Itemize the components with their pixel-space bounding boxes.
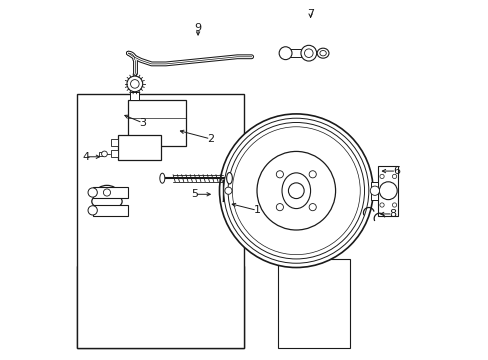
Circle shape bbox=[232, 127, 360, 255]
Ellipse shape bbox=[226, 172, 232, 184]
Text: 3: 3 bbox=[139, 118, 146, 128]
Circle shape bbox=[276, 203, 283, 211]
Bar bbox=[111, 139, 118, 146]
Circle shape bbox=[300, 45, 316, 61]
Circle shape bbox=[379, 182, 396, 200]
Bar bbox=[128, 100, 185, 146]
Text: 2: 2 bbox=[206, 134, 214, 144]
Circle shape bbox=[276, 171, 283, 178]
Text: 1: 1 bbox=[253, 205, 260, 215]
Circle shape bbox=[88, 206, 97, 215]
Ellipse shape bbox=[317, 48, 328, 58]
Text: 4: 4 bbox=[82, 152, 89, 162]
Circle shape bbox=[391, 174, 396, 179]
Bar bbox=[118, 135, 160, 160]
Bar bbox=[370, 182, 378, 200]
Circle shape bbox=[219, 114, 372, 267]
Circle shape bbox=[379, 174, 384, 179]
Ellipse shape bbox=[96, 185, 118, 200]
Ellipse shape bbox=[319, 50, 325, 56]
Bar bbox=[77, 266, 244, 348]
Circle shape bbox=[224, 187, 231, 194]
Bar bbox=[93, 187, 128, 198]
Circle shape bbox=[279, 47, 291, 60]
Circle shape bbox=[227, 122, 364, 259]
Circle shape bbox=[379, 203, 384, 207]
Ellipse shape bbox=[282, 173, 310, 208]
Circle shape bbox=[288, 183, 304, 199]
Bar bbox=[378, 166, 397, 216]
Circle shape bbox=[127, 76, 142, 92]
Ellipse shape bbox=[160, 173, 164, 183]
Bar bbox=[93, 205, 128, 216]
Text: 8: 8 bbox=[388, 209, 395, 219]
Bar bbox=[278, 258, 349, 348]
Circle shape bbox=[224, 118, 368, 263]
Circle shape bbox=[308, 203, 316, 211]
Text: 9: 9 bbox=[194, 23, 201, 33]
Circle shape bbox=[257, 152, 335, 230]
Circle shape bbox=[130, 80, 139, 88]
Circle shape bbox=[88, 188, 97, 197]
Bar bbox=[77, 94, 244, 348]
Bar bbox=[285, 49, 300, 58]
Circle shape bbox=[369, 186, 379, 195]
Circle shape bbox=[102, 151, 107, 157]
Circle shape bbox=[308, 171, 316, 178]
Ellipse shape bbox=[92, 193, 122, 210]
Text: 7: 7 bbox=[306, 9, 313, 19]
Text: 5: 5 bbox=[191, 189, 198, 199]
Circle shape bbox=[391, 203, 396, 207]
Circle shape bbox=[304, 49, 312, 58]
Bar bbox=[99, 152, 102, 156]
Bar bbox=[111, 150, 118, 157]
Text: 6: 6 bbox=[392, 166, 399, 176]
Bar bbox=[130, 92, 139, 100]
Circle shape bbox=[103, 189, 110, 196]
